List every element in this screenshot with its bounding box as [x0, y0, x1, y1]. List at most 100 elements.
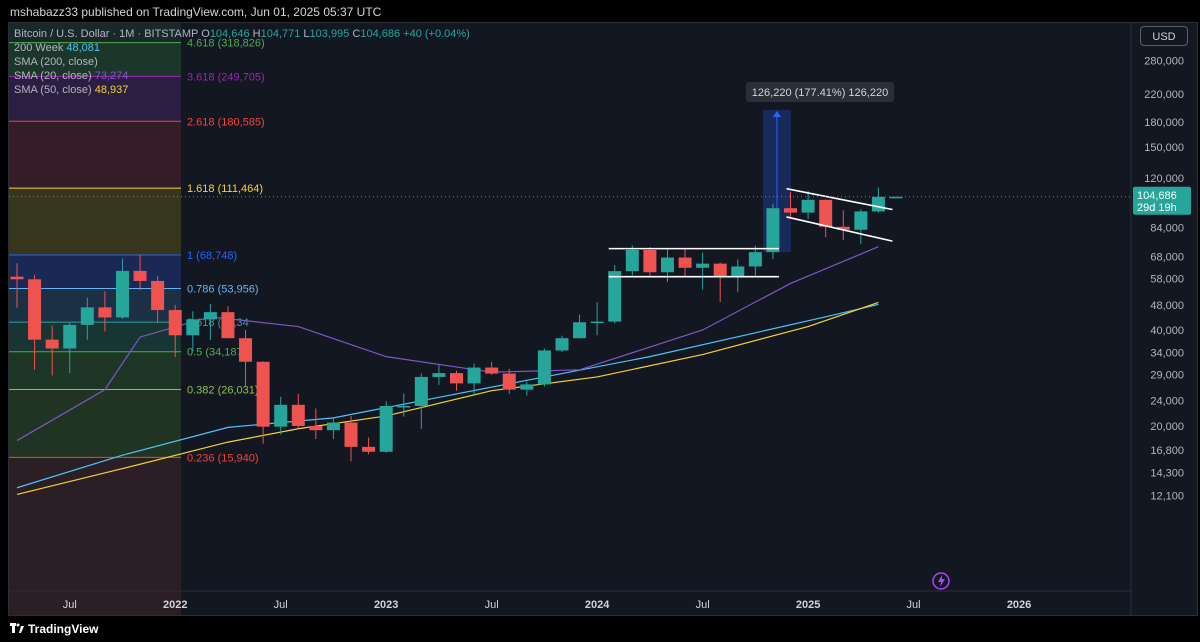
high-value: 104,771 — [260, 28, 301, 40]
y-tick-14: 150,000 — [1144, 142, 1184, 154]
candle-body-2022-06 — [256, 361, 270, 427]
candle-body-2023-03 — [414, 376, 428, 407]
candle-body-2025-06 — [889, 196, 903, 199]
open-label: O — [201, 28, 210, 40]
price-chart[interactable]: 4.618 (318,826) 3.618 (249,705) 2.618 (180… — [9, 23, 1197, 615]
x-tick-1: 2022 — [163, 599, 187, 611]
candle-body-2022-01 — [168, 310, 182, 336]
candle-body-2022-05 — [239, 338, 253, 362]
candle-body-2022-03 — [203, 312, 217, 320]
legend-ind4[interactable]: SMA (50, close) 48,937 — [14, 83, 470, 97]
candle-body-2023-11 — [555, 338, 569, 351]
candle-body-2023-12 — [573, 322, 587, 339]
fib-label-1: 3.618 (249,705) — [187, 71, 265, 83]
fib-label-9: 0.236 (15,940) — [187, 452, 259, 464]
x-tick-5: 2024 — [585, 599, 610, 611]
sma50-line — [16, 301, 879, 495]
legend-symbol-row: Bitcoin / U.S. Dollar · 1M · BITSTAMP O1… — [14, 27, 470, 41]
candle-body-2021-07 — [63, 324, 77, 349]
candle-body-2023-07 — [485, 367, 499, 374]
ind1-name: 200 Week — [14, 42, 64, 54]
x-tick-6: Jul — [696, 599, 710, 611]
symbol-name: Bitcoin / U.S. Dollar · 1M · BITSTAMP — [14, 28, 199, 40]
candle-body-2024-06 — [678, 257, 692, 268]
x-tick-9: 2026 — [1007, 599, 1031, 611]
y-tick-7: 40,000 — [1150, 325, 1184, 337]
candle-body-2024-08 — [713, 263, 727, 277]
x-tick-3: 2023 — [374, 599, 398, 611]
ind1-value: 48,081 — [66, 42, 101, 54]
fib-zone-3 — [9, 188, 181, 256]
lightning-bolt — [938, 575, 945, 587]
ind4-value: 48,937 — [94, 84, 129, 96]
y-tick-1: 14,300 — [1150, 467, 1184, 479]
candle-body-2025-02 — [819, 199, 833, 227]
candle-body-2025-01 — [801, 199, 815, 213]
candle-body-2022-04 — [221, 312, 235, 339]
chart-area[interactable]: 4.618 (318,826) 3.618 (249,705) 2.618 (180… — [8, 22, 1198, 616]
y-tick-15: 180,000 — [1144, 117, 1184, 129]
fib-zone-0 — [9, 42, 181, 77]
price-box-price: 104,686 — [1137, 190, 1177, 202]
y-tick-0: 12,100 — [1150, 491, 1184, 503]
chart-legend: Bitcoin / U.S. Dollar · 1M · BITSTAMP O1… — [14, 27, 470, 97]
y-tick-13: 120,000 — [1144, 173, 1184, 185]
ind4-name: SMA (50, close) — [14, 84, 92, 96]
candle-body-2022-09 — [309, 425, 323, 431]
week200-line — [16, 303, 879, 489]
fib-zone-7 — [9, 351, 181, 390]
y-tick-9: 58,000 — [1150, 274, 1184, 286]
x-tick-8: Jul — [907, 599, 921, 611]
candle-body-2021-09 — [98, 307, 112, 318]
fib-label-2: 2.618 (180,585) — [187, 116, 265, 128]
price-box-bg — [1133, 186, 1191, 215]
candle-body-2024-12 — [784, 208, 798, 213]
y-tick-17: 280,000 — [1144, 56, 1184, 68]
candle-body-2023-02 — [397, 406, 411, 408]
legend-ind1[interactable]: 200 Week 48,081 — [14, 41, 470, 55]
fib-zone-top — [9, 23, 181, 43]
flag-bottom-line — [786, 216, 893, 242]
candle-body-2022-11 — [344, 422, 358, 447]
candle-body-2025-04 — [854, 211, 868, 230]
candle-body-2023-08 — [502, 373, 516, 390]
legend-ind2[interactable]: SMA (200, close) — [14, 55, 470, 69]
footer-bar: TradingView — [0, 616, 1200, 642]
fib-label-4: 1 (68,748) — [187, 250, 237, 262]
candle-body-2024-01 — [590, 321, 604, 324]
measure-label-bg — [746, 81, 894, 102]
candle-body-2024-11 — [766, 208, 780, 253]
currency-button[interactable]: USD — [1140, 26, 1188, 46]
y-tick-3: 20,000 — [1150, 421, 1184, 433]
candle-body-2021-12 — [151, 280, 165, 311]
candle-body-2024-10 — [748, 252, 762, 267]
y-tick-2: 16,800 — [1150, 445, 1184, 457]
fib-label-3: 1.618 (111,464) — [187, 183, 263, 195]
y-tick-8: 48,000 — [1150, 300, 1184, 312]
x-tick-4: Jul — [485, 599, 499, 611]
candle-body-2022-10 — [326, 422, 340, 431]
measure-label: 126,220 (177.41%) 126,220 — [752, 87, 888, 99]
candle-body-2021-05 — [28, 279, 42, 340]
fib-zone-1 — [9, 76, 181, 122]
fib-label-8: 0.382 (26,031) — [187, 384, 259, 396]
footer-brand: TradingView — [28, 622, 99, 636]
ind2-name: SMA (200, close) — [14, 56, 98, 68]
open-value: 104,646 — [209, 28, 250, 40]
ind2-value: 73,274 — [94, 70, 129, 82]
flag-top-line — [786, 187, 893, 211]
measure-arrow-head — [772, 110, 781, 117]
low-label: L — [303, 28, 310, 40]
low-value: 103,995 — [309, 28, 350, 40]
y-tick-16: 220,000 — [1144, 89, 1184, 101]
candle-body-2023-06 — [467, 367, 481, 384]
candle-body-2022-12 — [362, 446, 376, 452]
candle-body-2023-04 — [432, 373, 446, 377]
candle-body-2022-08 — [291, 404, 305, 426]
lightning-icon — [932, 572, 950, 590]
candle-body-2021-11 — [133, 270, 147, 281]
fib-zone-9 — [9, 457, 181, 615]
candle-body-2022-07 — [274, 404, 288, 427]
legend-ind3[interactable]: SMA (20, close) 73,274 — [14, 69, 470, 83]
candle-body-2023-05 — [450, 373, 463, 384]
